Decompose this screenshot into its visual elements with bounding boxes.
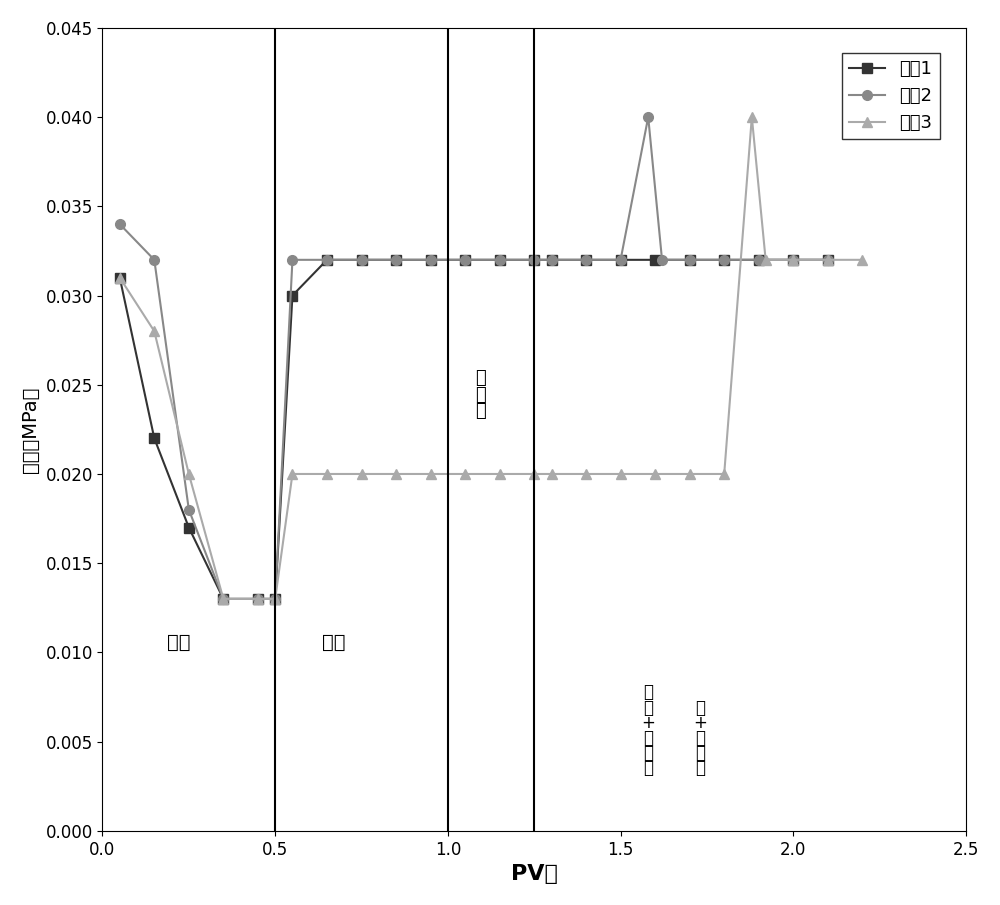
方案1: [718, 254, 730, 265]
方案1: [390, 254, 402, 265]
方案1: [183, 522, 195, 533]
方案2: [390, 254, 402, 265]
方案2: [148, 254, 160, 265]
方案1: [114, 272, 126, 283]
方案2: [642, 111, 654, 122]
方案3: [649, 469, 661, 480]
方案1: [684, 254, 696, 265]
方案2: [822, 254, 834, 265]
Text: 调
堵
+
后
续
水: 调 堵 + 后 续 水: [641, 683, 655, 777]
方案3: [718, 469, 730, 480]
Text: 水驱: 水驱: [167, 634, 190, 653]
方案3: [425, 469, 437, 480]
方案3: [217, 594, 229, 605]
方案2: [183, 504, 195, 515]
方案3: [183, 469, 195, 480]
方案1: [148, 433, 160, 443]
方案3: [390, 469, 402, 480]
X-axis label: PV数: PV数: [511, 864, 558, 884]
方案1: [822, 254, 834, 265]
方案3: [286, 469, 298, 480]
方案1: [425, 254, 437, 265]
方案2: [286, 254, 298, 265]
方案2: [580, 254, 592, 265]
方案1: [580, 254, 592, 265]
方案2: [787, 254, 799, 265]
方案3: [356, 469, 368, 480]
方案1: [787, 254, 799, 265]
方案2: [321, 254, 333, 265]
方案2: [494, 254, 506, 265]
方案3: [148, 326, 160, 337]
方案1: [459, 254, 471, 265]
方案1: [269, 594, 281, 605]
方案1: [494, 254, 506, 265]
Line: 方案1: 方案1: [115, 255, 833, 604]
方案3: [114, 272, 126, 283]
方案3: [760, 254, 772, 265]
方案1: [753, 254, 765, 265]
方案2: [114, 219, 126, 230]
方案1: [356, 254, 368, 265]
方案3: [856, 254, 868, 265]
方案3: [321, 469, 333, 480]
方案3: [269, 594, 281, 605]
Line: 方案2: 方案2: [115, 112, 833, 604]
方案2: [718, 254, 730, 265]
方案2: [753, 254, 765, 265]
方案1: [615, 254, 627, 265]
Y-axis label: 压力（MPa）: 压力（MPa）: [21, 386, 40, 472]
方案3: [615, 469, 627, 480]
方案1: [252, 594, 264, 605]
方案2: [425, 254, 437, 265]
方案3: [494, 469, 506, 480]
方案1: [649, 254, 661, 265]
方案3: [746, 111, 758, 122]
方案1: [321, 254, 333, 265]
方案1: [286, 291, 298, 301]
方案2: [217, 594, 229, 605]
方案3: [252, 594, 264, 605]
方案2: [656, 254, 668, 265]
Line: 方案3: 方案3: [115, 112, 867, 604]
方案2: [615, 254, 627, 265]
Legend: 方案1, 方案2, 方案3: 方案1, 方案2, 方案3: [842, 52, 940, 139]
方案2: [252, 594, 264, 605]
方案2: [269, 594, 281, 605]
方案1: [546, 254, 558, 265]
方案2: [684, 254, 696, 265]
Text: 后
续
水: 后 续 水: [475, 369, 486, 421]
方案3: [546, 469, 558, 480]
方案1: [528, 254, 540, 265]
方案2: [459, 254, 471, 265]
方案2: [528, 254, 540, 265]
方案3: [580, 469, 592, 480]
Text: 注聚: 注聚: [322, 634, 346, 653]
方案3: [822, 254, 834, 265]
方案2: [546, 254, 558, 265]
方案3: [787, 254, 799, 265]
方案3: [684, 469, 696, 480]
方案1: [217, 594, 229, 605]
Text: 剖
+
解
后
续: 剖 + 解 后 续: [693, 699, 707, 777]
方案2: [356, 254, 368, 265]
方案3: [528, 469, 540, 480]
方案3: [459, 469, 471, 480]
